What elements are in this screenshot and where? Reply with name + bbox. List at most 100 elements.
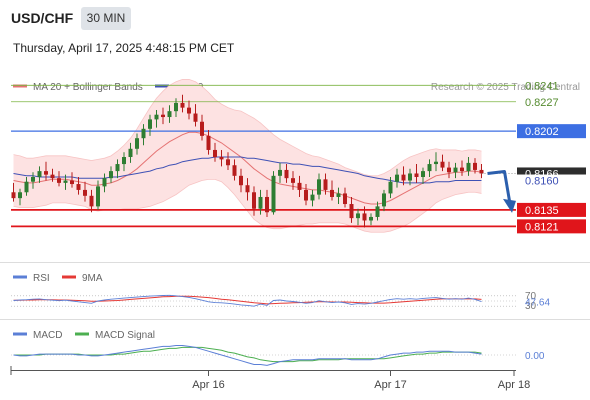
candle [356,208,360,226]
candle-body [245,185,250,193]
macd-value-label: 0.00 [525,351,545,362]
rsi-ma-legend-label: 9MA [82,273,103,284]
rsi-legend-label: RSI [33,273,50,284]
candle [304,184,308,206]
candle [148,114,152,136]
candle [226,152,230,170]
candle-body [304,189,308,201]
candle [83,181,87,202]
candle [252,186,256,216]
candle [362,206,367,228]
candle [388,176,393,199]
candle [323,173,328,195]
candle-body [148,119,152,129]
candle [336,187,341,205]
candle [115,159,120,179]
candle [317,173,321,200]
candle [349,196,354,223]
candle-body [271,175,276,213]
candle-body [180,102,185,108]
rsi-value-label: 47.64 [525,298,550,309]
candle-body [310,194,315,201]
candle [31,172,35,189]
level-tag-0.8202 [517,124,586,139]
candle-body [174,102,178,112]
candle [440,154,445,172]
candle-body [258,196,263,209]
candle-body [408,173,412,181]
time-axis-labels: Apr 16 Apr 17 Apr 18 [10,366,530,391]
candle-body [11,192,16,199]
candle [193,104,198,127]
candle-body [479,169,484,174]
candle-body [128,148,133,158]
macd-panel: 0.00 [11,345,545,366]
level-tag-0.8121 [517,219,586,234]
candle-body [421,171,425,177]
candle-body [167,111,172,118]
candle [382,189,386,212]
candle-body [414,173,419,177]
symbol-title: USD/CHF [11,10,74,26]
candle [128,142,133,163]
candle-body [31,176,35,182]
ma20-legend-label: MA 20 + Bollinger Bands [33,82,143,93]
candle-body [115,164,120,172]
level-label-0.8135: 0.8135 [525,205,559,217]
candle [343,187,347,208]
candle-body [154,114,159,120]
candle [310,189,315,207]
candle [63,174,68,190]
candle-body [239,175,243,186]
rsi-ma-line [13,295,482,305]
candle-body [284,169,289,179]
forecast-arrowhead [503,198,516,213]
candle-body [83,189,87,196]
candle-body [336,193,341,197]
candle-body [135,138,139,149]
candle-body [388,181,393,194]
candle [401,166,406,186]
candle [154,109,159,128]
candle-body [252,192,256,209]
candle [37,166,42,183]
level-label-0.8202: 0.8202 [525,126,559,138]
candle [258,189,263,215]
candle-body [343,193,347,205]
candle-body [362,213,367,221]
timeframe-badge[interactable]: 30 MIN [81,7,131,30]
candle [278,162,282,183]
macd-legend-label: MACD [33,330,62,341]
candle-body [193,113,198,122]
candle-body [356,213,360,219]
chart-datetime: Thursday, April 17, 2025 4:48:15 PM CET [13,41,235,55]
candle-body [427,164,432,172]
candle [479,164,484,179]
macd-signal-line [13,346,482,363]
candle [466,157,471,176]
candle-body [219,157,224,160]
candle-body [63,180,68,183]
x-axis-label: Apr 17 [374,379,406,391]
candle [167,105,172,123]
candle-body [401,174,406,181]
candle [141,124,146,146]
research-credit: Research © 2025 Trading Central [431,82,580,93]
rsi-level-label-70: 70 [525,291,537,302]
candle [291,171,295,190]
candle-body [161,114,165,118]
rsi-line [13,294,482,307]
price-labels: 0.82410.82270.82020.81350.81210.81660.81… [481,80,586,234]
candle [414,164,419,183]
candle-body [37,171,42,177]
candle [122,152,126,172]
candle-body [375,206,380,217]
candle [213,142,217,162]
candle [408,168,412,186]
candle-body [232,165,237,176]
forecast-arrow-line [487,169,512,205]
candle-body [70,180,74,185]
candle-body [141,128,146,139]
